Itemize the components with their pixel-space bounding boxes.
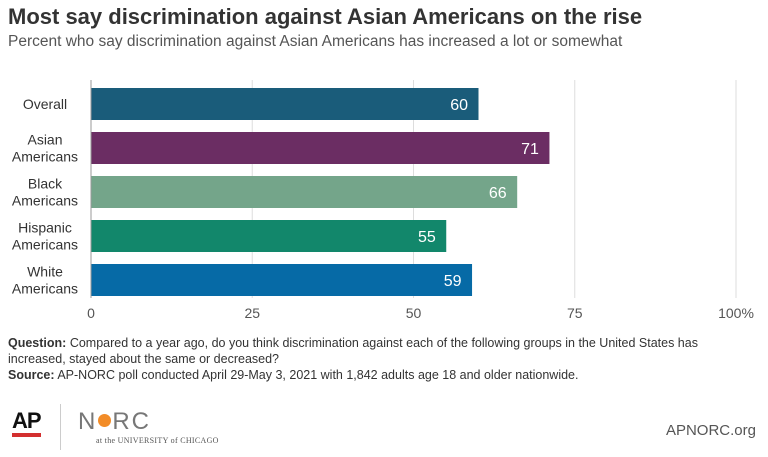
bar-value-label: 59 bbox=[444, 273, 462, 290]
source-note: Source: AP-NORC poll conducted April 29-… bbox=[8, 367, 758, 383]
category-label: Americans bbox=[12, 149, 78, 165]
logo-divider bbox=[60, 404, 61, 450]
bar-value-label: 60 bbox=[450, 97, 468, 114]
bar bbox=[91, 220, 447, 252]
bar-value-label: 66 bbox=[489, 185, 507, 202]
chart-title: Most say discrimination against Asian Am… bbox=[8, 4, 643, 29]
category-label: Overall bbox=[23, 96, 67, 112]
bar-chart: 0 25 50 75 100%60Overall71AsianAmericans66Bl… bbox=[12, 80, 754, 321]
category-label: White bbox=[27, 264, 63, 280]
x-tick-label: 25 bbox=[244, 305, 260, 321]
category-label: Americans bbox=[12, 193, 78, 209]
x-tick-label: 100% bbox=[718, 305, 754, 321]
category-label: Black bbox=[28, 176, 63, 192]
norc-tagline: at the UNIVERSITY of CHICAGO bbox=[96, 436, 219, 445]
ap-logo: AP bbox=[12, 410, 42, 437]
norc-logo-left: N bbox=[78, 408, 98, 435]
category-label: Americans bbox=[12, 237, 78, 253]
source-label: Source: bbox=[8, 368, 55, 382]
x-tick-label: 50 bbox=[406, 305, 422, 321]
category-label: Americans bbox=[12, 281, 78, 297]
bar bbox=[91, 88, 479, 120]
chart-subtitle: Percent who say discrimination against A… bbox=[8, 33, 623, 50]
bar bbox=[91, 264, 473, 296]
category-label: Hispanic bbox=[18, 220, 72, 236]
norc-logo-right: RC bbox=[112, 408, 152, 435]
question-note: Question: Compared to a year ago, do you… bbox=[8, 335, 758, 367]
bar bbox=[91, 176, 518, 208]
norc-logo: N RC bbox=[78, 408, 151, 436]
source-text: AP-NORC poll conducted April 29-May 3, 2… bbox=[54, 368, 579, 382]
chart-notes: Question: Compared to a year ago, do you… bbox=[8, 335, 758, 383]
x-tick-label: 75 bbox=[567, 305, 583, 321]
bar-value-label: 71 bbox=[521, 141, 539, 158]
question-label: Question: bbox=[8, 336, 67, 350]
question-text: Compared to a year ago, do you think dis… bbox=[8, 336, 698, 366]
x-tick-label: 0 bbox=[87, 305, 95, 321]
category-label: Asian bbox=[27, 132, 62, 148]
norc-dot-icon bbox=[98, 414, 112, 428]
site-link[interactable]: APNORC.org bbox=[665, 422, 756, 439]
bar bbox=[91, 132, 550, 164]
bar-value-label: 55 bbox=[418, 229, 436, 246]
